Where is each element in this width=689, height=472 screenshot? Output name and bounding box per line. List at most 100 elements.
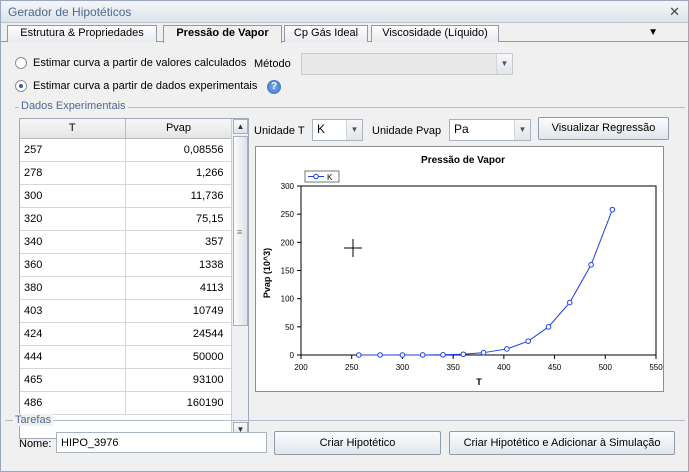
data-point <box>419 352 426 358</box>
table-row: 424 24544 <box>20 322 233 346</box>
column-header-t[interactable]: T <box>20 119 126 139</box>
column-header-pvap[interactable]: Pvap <box>125 119 233 139</box>
table-row: 486 160190 <box>20 391 233 415</box>
title-bar: Gerador de Hipotéticos ✕ <box>1 1 688 23</box>
close-icon[interactable]: ✕ <box>669 4 680 19</box>
grip-icon: ≡ <box>237 227 243 237</box>
x-axis-label: T <box>476 377 482 387</box>
cell-t[interactable]: 320 <box>20 207 126 231</box>
create-hypothetical-button[interactable]: Criar Hipotético <box>274 431 441 455</box>
name-label: Nome: <box>19 438 52 450</box>
radio-calculated-values[interactable] <box>15 57 27 69</box>
cell-t[interactable]: 360 <box>20 253 126 277</box>
cell-pvap[interactable]: 1,266 <box>125 161 233 185</box>
method-select[interactable]: ▼ <box>301 53 513 75</box>
data-point <box>480 349 487 356</box>
cell-pvap[interactable]: 0,08556 <box>125 138 233 162</box>
crosshair-cursor-icon <box>344 239 362 257</box>
radio-experimental-label: Estimar curva a partir de dados experime… <box>33 80 258 92</box>
x-tick-label: 500 <box>599 363 613 372</box>
table-row: 444 50000 <box>20 345 233 369</box>
cell-pvap[interactable]: 24544 <box>125 322 233 346</box>
data-point <box>356 352 362 358</box>
table-row: 360 1338 <box>20 253 233 277</box>
chart-axes: 200 250 300 350 400 450 500 550 0 50 100 150 200 250 3… <box>281 182 664 372</box>
chart-series <box>356 206 616 358</box>
create-and-add-button[interactable]: Criar Hipotético e Adicionar à Simulação <box>449 431 675 455</box>
tab-ideal-gas-cp[interactable]: Cp Gás Ideal <box>284 25 368 42</box>
vapor-pressure-chart: Pressão de Vapor 200 250 300 350 400 450 500 55… <box>255 146 664 392</box>
cell-pvap[interactable]: 10749 <box>125 299 233 323</box>
cell-pvap[interactable]: 11,736 <box>125 184 233 208</box>
data-point <box>399 352 406 358</box>
cell-t[interactable]: 465 <box>20 368 126 392</box>
cell-t[interactable]: 300 <box>20 184 126 208</box>
cell-t[interactable]: 424 <box>20 322 126 346</box>
table-row: 465 93100 <box>20 368 233 392</box>
unit-t-select[interactable]: K ▼ <box>312 119 363 141</box>
y-tick-label: 0 <box>290 351 295 360</box>
y-tick-label: 100 <box>281 295 295 304</box>
unit-t-value: K <box>317 122 326 136</box>
plot-area-frame <box>300 185 657 356</box>
unit-pvap-select[interactable]: Pa ▼ <box>449 119 531 141</box>
y-axis-label: Pvap (10^3) <box>262 248 272 298</box>
x-tick-label: 200 <box>294 363 308 372</box>
cell-pvap[interactable]: 75,15 <box>125 207 233 231</box>
name-field[interactable] <box>56 432 267 453</box>
radio-calculated-label: Estimar curva a partir de valores calcul… <box>33 57 247 69</box>
cell-pvap[interactable]: 1338 <box>125 253 233 277</box>
cell-t[interactable]: 257 <box>20 138 126 162</box>
tab-label: Viscosidade (Líquido) <box>382 27 488 39</box>
y-tick-label: 300 <box>281 182 295 191</box>
experimental-group-title: Dados Experimentais <box>19 100 128 112</box>
series-line <box>358 209 613 356</box>
cell-t[interactable]: 403 <box>20 299 126 323</box>
chart-title: Pressão de Vapor <box>421 155 505 166</box>
data-point <box>609 206 616 213</box>
scrollbar-thumb[interactable]: ≡ <box>233 136 248 326</box>
cell-pvap[interactable]: 160190 <box>125 391 233 415</box>
grid-vertical-scrollbar[interactable]: ▲ ≡ ▼ <box>231 119 248 438</box>
cell-t[interactable]: 444 <box>20 345 126 369</box>
data-point <box>440 351 446 358</box>
cell-pvap[interactable]: 357 <box>125 230 233 254</box>
chevron-down-icon: ▼ <box>514 120 530 140</box>
cell-t[interactable]: 380 <box>20 276 126 300</box>
cell-t[interactable]: 340 <box>20 230 126 254</box>
radio-experimental-data[interactable] <box>15 80 27 92</box>
scroll-up-icon[interactable]: ▲ <box>233 119 248 134</box>
data-point <box>504 346 510 352</box>
tab-menu-chevron-icon[interactable]: ▼ <box>648 27 658 38</box>
tab-liquid-viscosity[interactable]: Viscosidade (Líquido) <box>371 25 499 42</box>
cell-pvap[interactable]: 50000 <box>125 345 233 369</box>
data-point <box>545 324 552 330</box>
data-point <box>460 351 467 358</box>
experimental-group-border <box>15 107 685 108</box>
cell-t[interactable]: 486 <box>20 391 126 415</box>
view-regression-button[interactable]: Visualizar Regressão <box>538 117 669 140</box>
data-point <box>377 352 383 358</box>
cell-pvap[interactable]: 4113 <box>125 276 233 300</box>
experimental-data-grid: T Pvap 257 0,08556 278 1,266 300 11,736 320… <box>19 118 249 439</box>
tab-structure-properties[interactable]: Estrutura & Propriedades <box>7 25 157 42</box>
help-icon[interactable]: ? <box>267 80 281 94</box>
unit-pvap-value: Pa <box>454 122 469 136</box>
legend-label: K <box>327 173 333 182</box>
x-tick-label: 400 <box>497 363 511 372</box>
table-row: 403 10749 <box>20 299 233 323</box>
x-tick-label: 550 <box>649 363 663 372</box>
tab-strip: Estrutura & Propriedades Pressão de Vapo… <box>1 24 688 43</box>
x-tick-label: 450 <box>548 363 562 372</box>
table-row: 257 0,08556 <box>20 138 233 162</box>
y-tick-label: 50 <box>285 323 294 332</box>
cell-t[interactable]: 278 <box>20 161 126 185</box>
cell-pvap[interactable]: 93100 <box>125 368 233 392</box>
chart-legend: K <box>304 170 340 183</box>
tab-label: Estrutura & Propriedades <box>20 27 144 39</box>
unit-t-label: Unidade T <box>254 125 305 137</box>
y-tick-label: 200 <box>281 238 295 247</box>
table-row: 320 75,15 <box>20 207 233 231</box>
tab-vapor-pressure[interactable]: Pressão de Vapor <box>163 25 282 43</box>
